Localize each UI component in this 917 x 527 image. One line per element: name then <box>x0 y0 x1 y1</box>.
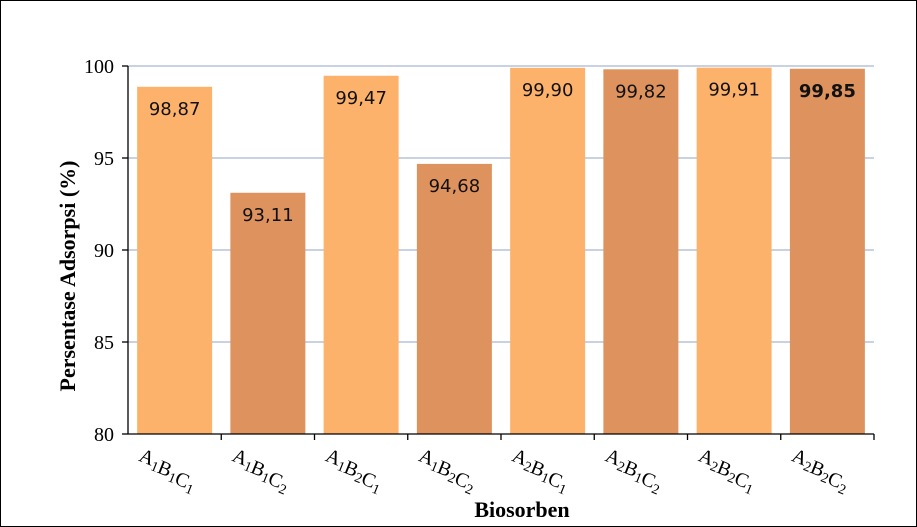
x-tick-label: A2B2C2 <box>785 445 855 499</box>
bar <box>789 68 865 434</box>
data-label: 99,85 <box>799 81 856 102</box>
x-tick-label: A2B2C1 <box>691 445 761 499</box>
x-axis-title: Biosorben <box>474 497 569 522</box>
bar <box>230 192 306 434</box>
data-label: 93,11 <box>242 205 294 226</box>
x-tick-labels: A1B1C1 A1B1C2 A1B2C1 A1B2C2 A2B1C1 A2B1C2 A2B2… <box>132 445 855 499</box>
bar <box>603 69 679 434</box>
bar <box>696 67 772 434</box>
data-label: 99,91 <box>708 80 760 101</box>
bar <box>416 163 492 434</box>
y-tick-label: 85 <box>94 332 114 354</box>
axes <box>127 66 874 435</box>
bars <box>137 67 875 440</box>
x-tick-label: A1B2C1 <box>318 445 388 499</box>
x-tick-label: A1B2C2 <box>412 445 482 499</box>
y-axis-title: Persentase Adsorpsi (%) <box>55 161 80 392</box>
y-tick-label: 90 <box>94 240 114 262</box>
y-tick-labels: 80 85 90 95 100 <box>84 56 114 446</box>
data-label: 94,68 <box>429 176 481 197</box>
bar <box>137 86 213 435</box>
data-labels: 98,87 93,11 99,47 94,68 99,90 99,82 99,91 99,85 <box>149 80 856 226</box>
bar <box>323 75 399 434</box>
x-tick-label: A2B1C2 <box>598 445 668 499</box>
data-label: 99,47 <box>335 88 387 109</box>
x-tick-label: A1B1C2 <box>225 445 295 499</box>
data-label: 99,90 <box>522 80 574 101</box>
y-tick-label: 100 <box>84 56 114 78</box>
x-tick-label: A1B1C1 <box>132 445 202 499</box>
data-label: 99,82 <box>615 81 667 102</box>
x-tick-label: A2B1C1 <box>505 445 575 499</box>
y-tick-label: 95 <box>94 148 114 170</box>
bar <box>510 67 586 434</box>
data-label: 98,87 <box>149 99 201 120</box>
y-tick-label: 80 <box>94 424 114 446</box>
